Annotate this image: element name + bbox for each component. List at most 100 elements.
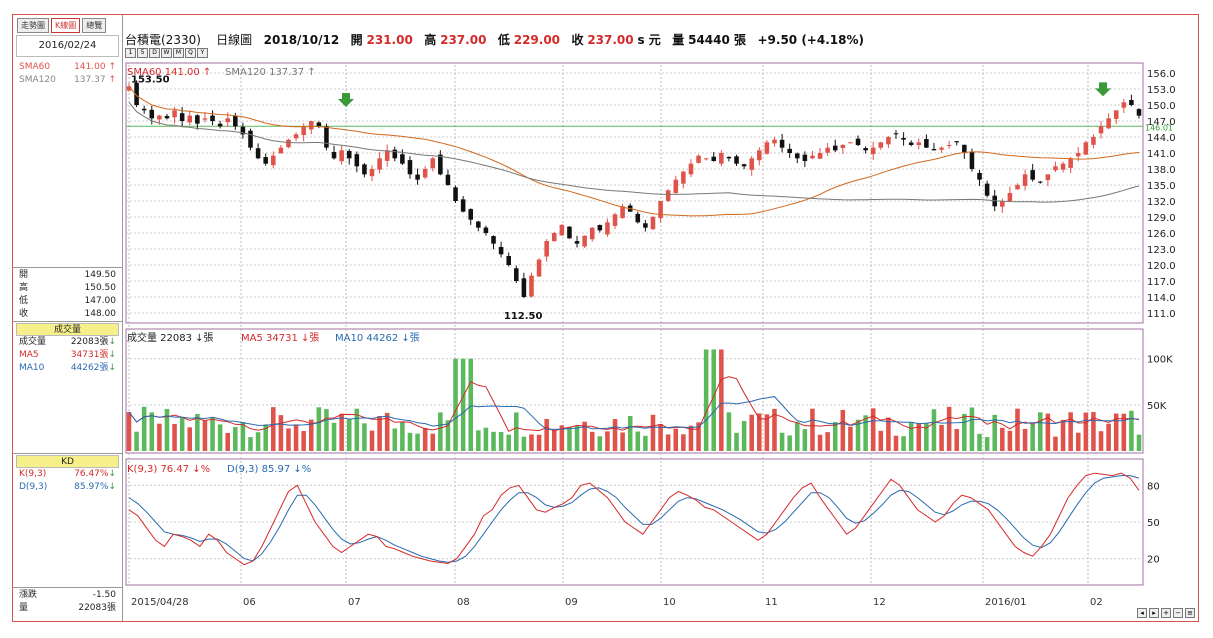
change-info: 漲跌 -1.50 量 22083張 <box>16 589 119 615</box>
volume-bar <box>589 431 595 451</box>
volume-bar <box>438 412 443 451</box>
volume-info: 成交量 成交量 22083張↓ MA5 34731張↓ MA10 44262張↓ <box>16 323 119 375</box>
volume-bar <box>673 428 679 451</box>
arrow-down-icon <box>1095 82 1111 97</box>
tool-icon[interactable]: Q <box>185 48 196 58</box>
settings-icon[interactable]: ≡ <box>1185 608 1195 618</box>
high-price: 237.00 <box>440 33 487 47</box>
k-line <box>128 472 1140 566</box>
ma5-volume-line <box>128 376 1140 432</box>
open-label: 開 <box>19 270 29 280</box>
volume-bar <box>377 415 382 451</box>
tool-icon[interactable]: Y <box>197 48 208 58</box>
volume-bar <box>210 417 215 451</box>
candle-body <box>855 138 861 145</box>
volume-bar <box>878 430 884 451</box>
tool-icon[interactable]: 1 <box>125 48 136 58</box>
sma60-line <box>128 85 1140 217</box>
tab-intraday[interactable]: 走勢圖 <box>17 18 49 33</box>
candle-body <box>719 153 724 164</box>
candle-body <box>589 227 595 240</box>
arrow-down-icon: ↓ <box>108 337 116 347</box>
currency-unit: s 元 <box>637 33 661 47</box>
kd-section-title: KD <box>16 455 119 468</box>
volume-bar <box>582 421 587 451</box>
volume-bar <box>984 437 990 451</box>
tool-icon[interactable]: 5 <box>137 48 148 58</box>
sma60-value: 141.00 <box>74 62 106 72</box>
volume-bar <box>1038 412 1043 451</box>
tool-icon[interactable]: W <box>161 48 172 58</box>
candle-body <box>225 118 230 123</box>
zoom-out-icon[interactable]: − <box>1173 608 1183 618</box>
volume-bar <box>255 432 261 451</box>
x-tick-label: 02 <box>1090 597 1103 608</box>
volume-bar <box>529 434 534 451</box>
volume-bar <box>149 412 155 451</box>
candle-body <box>422 169 428 178</box>
candle-body <box>407 160 413 175</box>
volume-bar <box>1022 428 1028 451</box>
volume-bar <box>939 424 944 451</box>
volume-bar <box>848 426 853 451</box>
scroll-left-icon[interactable]: ◂ <box>1137 608 1147 618</box>
volume-label: 量 <box>672 33 685 47</box>
volume-panel <box>125 328 1144 454</box>
tab-kline[interactable]: K線圖 <box>51 18 81 33</box>
y-tick-label: 135.0 <box>1147 181 1176 192</box>
kd-tick-label: 50 <box>1147 518 1160 529</box>
candle-body <box>1038 181 1043 183</box>
candle-body <box>711 156 717 161</box>
volume-bar <box>521 436 527 451</box>
ma10-row: MA10 44262張↓ <box>16 362 119 375</box>
volume-bar <box>719 349 724 451</box>
y-tick-label: 156.0 <box>1147 69 1176 80</box>
open-value: 149.50 <box>84 270 117 280</box>
arrow-down-icon: ↓ <box>108 482 116 492</box>
candle-body <box>749 158 754 170</box>
candle-body <box>764 142 770 154</box>
volume-bar <box>308 419 314 451</box>
y-tick-label: 150.0 <box>1147 101 1176 112</box>
zoom-in-icon[interactable]: + <box>1161 608 1171 618</box>
candle-body <box>870 147 876 155</box>
d-value: 85.97% <box>74 482 109 492</box>
y-tick-label: 147.0 <box>1147 117 1176 128</box>
close-price: 237.00 <box>587 33 634 47</box>
volume-bar <box>992 414 997 451</box>
scroll-right-icon[interactable]: ▸ <box>1149 608 1159 618</box>
candle-body <box>164 116 170 119</box>
volume-bar <box>757 413 762 451</box>
volume-bar <box>1091 412 1096 451</box>
chart-canvas[interactable]: 2015/04/28 06 07 08 09 10 11 12 2016/01 02156.015… <box>13 15 1200 621</box>
tool-icon[interactable]: M <box>173 48 184 58</box>
volume-bar <box>627 416 633 451</box>
price-panel <box>125 62 1144 324</box>
volume-bar <box>772 408 777 451</box>
volume-bar <box>734 432 739 451</box>
candle-body <box>703 158 709 160</box>
volume-bar <box>901 436 906 451</box>
candle-body <box>582 235 587 247</box>
volume-bar <box>658 424 663 451</box>
candle-body <box>551 233 557 242</box>
candle-body <box>1000 201 1005 207</box>
volume-bar <box>825 432 830 451</box>
candle-body <box>172 110 177 118</box>
candle-body <box>673 179 679 194</box>
change-row: 漲跌 -1.50 <box>16 589 119 602</box>
candle-body <box>794 153 800 159</box>
volume-bar <box>741 421 747 451</box>
tab-overview[interactable]: 總覽 <box>82 18 107 33</box>
volume-bar <box>1129 410 1134 451</box>
volume-bar <box>870 408 876 451</box>
k-value: 76.47% <box>74 469 109 479</box>
volume-bar <box>415 433 420 451</box>
candle-body <box>741 164 747 167</box>
tool-icon[interactable]: D <box>149 48 160 58</box>
volume-bar <box>195 413 200 451</box>
candle-body <box>438 154 443 175</box>
volume-bar <box>240 422 246 451</box>
candle-body <box>308 121 314 130</box>
candle-body <box>650 217 656 230</box>
